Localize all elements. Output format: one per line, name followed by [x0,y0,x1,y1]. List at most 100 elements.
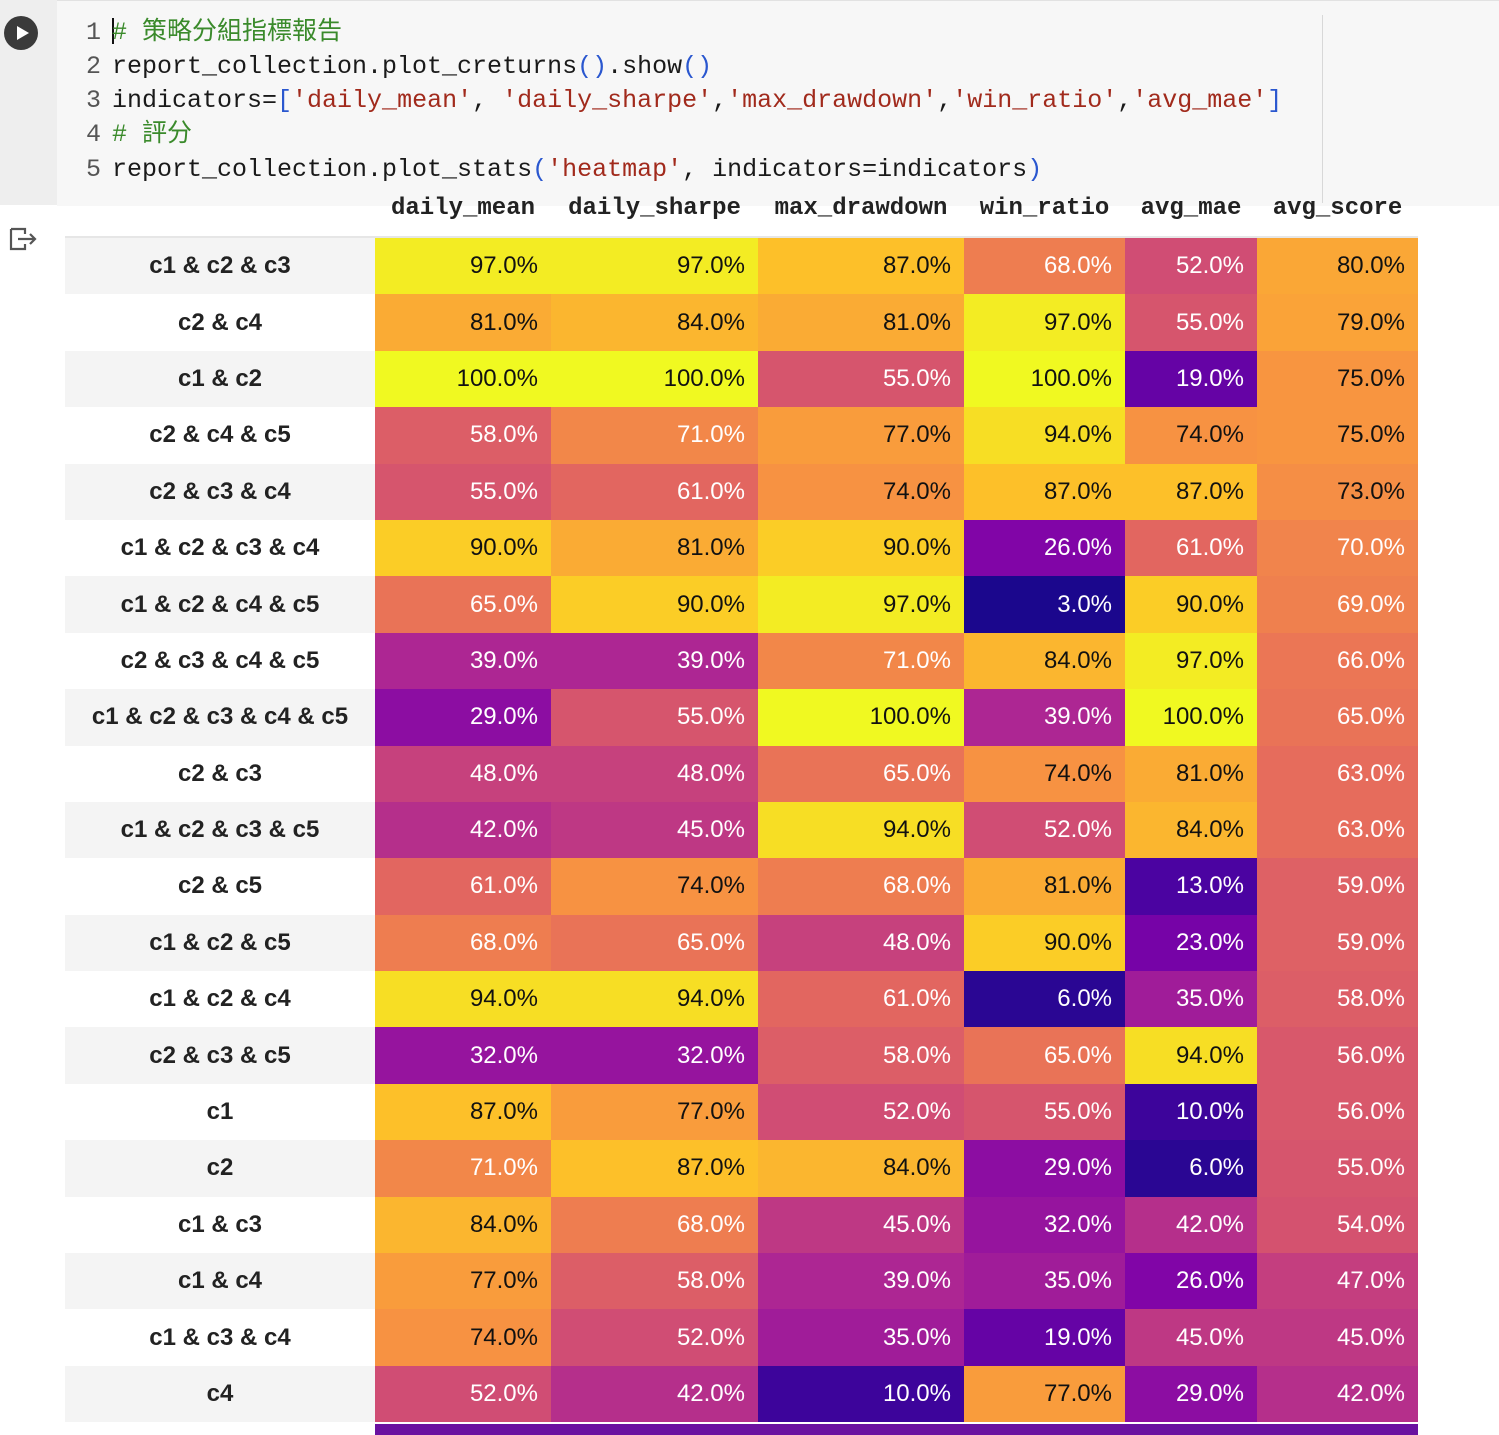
heatmap-cell: 94.0% [375,971,551,1028]
table-row: c2 71.0% 87.0% 84.0% 29.0% 6.0% 55.0% [65,1140,1418,1197]
output-redirect-icon[interactable] [8,226,38,252]
code-token: # 策略分組指標報告 [112,18,343,47]
row-label: c2 & c5 [65,858,375,915]
heatmap-cell: 70.0% [1257,519,1418,577]
heatmap-cell: 84.0% [551,294,758,351]
heatmap-cell: 63.0% [1257,745,1418,802]
heatmap-cell: 100.0% [758,689,964,746]
heatmap-cell: 26.0% [1125,1253,1257,1310]
heatmap-cell: 74.0% [551,858,758,915]
heatmap-cell: 65.0% [1257,689,1418,746]
heatmap-cell: 55.0% [964,1083,1125,1141]
heatmap-cell: 97.0% [375,238,551,295]
heatmap-cell: 32.0% [551,1027,758,1084]
heatmap-cell: 3.0% [964,576,1125,633]
code-token: 'heatmap' [547,155,683,184]
row-label: c1 & c2 & c3 [65,238,375,295]
heatmap-cell: 58.0% [551,1253,758,1310]
heatmap-cell: 42.0% [551,1365,758,1423]
heatmap-cell: 84.0% [1125,801,1257,859]
heatmap-cell: 79.0% [1257,294,1418,351]
editor-ruler [1322,15,1323,203]
header-divider [65,236,1418,238]
row-label: c4 [65,1365,375,1423]
code-cell[interactable]: 1 # 策略分組指標報告 2 report_collection.plot_cretu… [0,0,1499,206]
heatmap-cell: 71.0% [758,632,964,690]
code-line[interactable]: 2 report_collection.plot_creturns().show(… [57,50,712,84]
heatmap-cell: 10.0% [758,1365,964,1423]
code-line[interactable]: 4 # 評分 [57,118,192,152]
heatmap-cell: 54.0% [1257,1196,1418,1254]
heatmap-cell: 48.0% [375,745,551,802]
heatmap-cell: 52.0% [551,1309,758,1366]
row-label: c2 & c3 & c5 [65,1027,375,1084]
table-row: c1 & c3 84.0% 68.0% 45.0% 32.0% 42.0% 54.0% [65,1196,1418,1254]
heatmap-cell: 90.0% [1125,576,1257,633]
code-line[interactable]: 5 report_collection.plot_stats('heatmap',… [57,153,1042,187]
heatmap-cell: 59.0% [1257,858,1418,915]
heatmap-cell: 90.0% [964,914,1125,972]
heatmap-cell: 47.0% [1257,1253,1418,1310]
heatmap-cell: 87.0% [1125,463,1257,520]
table-row: c1 & c2 & c3 & c4 & c5 29.0% 55.0% 100.0% 39… [65,689,1418,746]
heatmap-cell: 84.0% [758,1140,964,1197]
code-token: 'daily_sharpe' [502,86,713,115]
heatmap-cell: 19.0% [964,1309,1125,1366]
heatmap-cell: 74.0% [1125,407,1257,464]
heatmap-cell: 87.0% [551,1140,758,1197]
row-label: c1 & c2 & c4 & c5 [65,576,375,633]
heatmap-cell: 81.0% [1125,745,1257,802]
column-header-avg-score: avg_score [1272,195,1403,222]
table-row: c1 & c2 & c4 & c5 65.0% 90.0% 97.0% 3.0% 90.0… [65,576,1418,633]
heatmap-cell: 69.0% [1257,576,1418,633]
heatmap-cell: 65.0% [758,745,964,802]
code-token: , [1117,86,1133,115]
code-token: ( [532,155,548,184]
heatmap-cell: 97.0% [1125,632,1257,690]
run-cell-button[interactable] [4,16,38,50]
heatmap-cell: 100.0% [551,350,758,408]
code-token: [ [277,86,293,115]
heatmap-cell: 39.0% [375,632,551,690]
heatmap-cell: 39.0% [758,1253,964,1310]
table-row: c1 87.0% 77.0% 52.0% 55.0% 10.0% 56.0% [65,1083,1418,1141]
table-row: c1 & c4 77.0% 58.0% 39.0% 35.0% 26.0% 47.0% [65,1253,1418,1310]
table-row: c2 & c4 81.0% 84.0% 81.0% 97.0% 55.0% 79.0% [65,294,1418,351]
row-label: c1 & c2 & c3 & c4 & c5 [65,689,375,746]
code-line[interactable]: 1 # 策略分組指標報告 [57,16,342,50]
code-editor[interactable]: 1 # 策略分組指標報告 2 report_collection.plot_cretu… [57,0,1499,206]
heatmap-cell: 29.0% [1125,1365,1257,1423]
column-header-max-drawdown: max_drawdown [774,195,948,222]
heatmap-cell: 74.0% [758,463,964,520]
column-header-avg-mae: avg_mae [1140,195,1242,222]
code-token: , indicators=indicators [682,155,1028,184]
code-line[interactable]: 3 indicators=['daily_mean', 'daily_sharpe… [57,84,1282,118]
table-row: c1 & c2 & c3 97.0% 97.0% 87.0% 68.0% 52.0% 80.… [65,238,1418,295]
heatmap-cell: 97.0% [964,294,1125,351]
heatmap-cell: 87.0% [758,238,964,295]
row-label: c1 & c3 & c4 [65,1309,375,1366]
heatmap-cell: 58.0% [1257,971,1418,1028]
table-row: c2 & c3 48.0% 48.0% 65.0% 74.0% 81.0% 63.0% [65,745,1418,802]
code-token: .show [607,52,683,81]
heatmap-cell: 52.0% [375,1365,551,1423]
heatmap-cell: 81.0% [964,858,1125,915]
heatmap-cell: 61.0% [551,463,758,520]
code-token: report_collection.plot_stats [112,155,533,184]
heatmap-cell: 68.0% [964,238,1125,295]
row-label: c1 & c2 & c5 [65,914,375,972]
text-cursor [112,18,114,44]
heatmap-cell: 55.0% [1125,294,1257,351]
table-row: c1 & c2 100.0% 100.0% 55.0% 100.0% 19.0% 75.0% [65,350,1418,408]
heatmap-cell: 55.0% [1257,1140,1418,1197]
table-row: c1 & c2 & c4 94.0% 94.0% 61.0% 6.0% 35.0% 58.0… [65,971,1418,1028]
heatmap-cell: 100.0% [964,350,1125,408]
heatmap-cell: 42.0% [1125,1196,1257,1254]
row-label: c2 & c3 [65,745,375,802]
code-token: ] [1267,86,1283,115]
heatmap-cell: 90.0% [551,576,758,633]
heatmap-cell: 81.0% [758,294,964,351]
row-label: c2 & c4 [65,294,375,351]
heatmap-cell: 59.0% [1257,914,1418,972]
line-number: 1 [85,18,101,47]
